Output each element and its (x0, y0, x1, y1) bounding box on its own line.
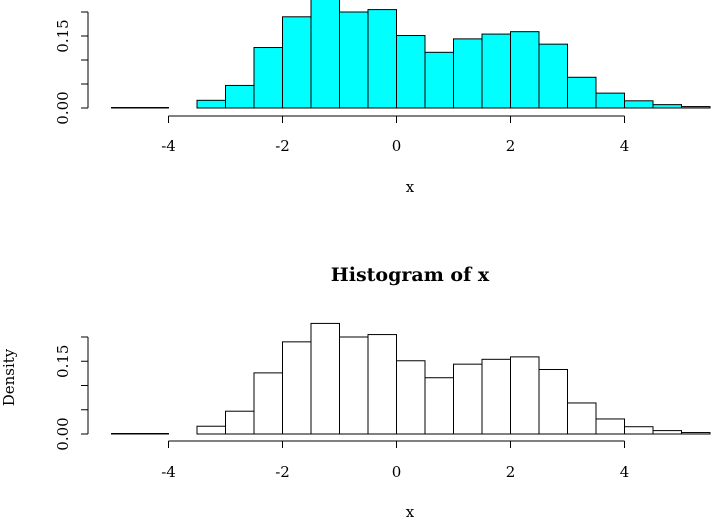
histogram-bar (681, 106, 711, 109)
y-tick-label: 0.00 (54, 417, 72, 450)
histogram-bar (424, 377, 454, 435)
x-tick-label: 0 (392, 137, 402, 155)
bottom-histogram-panel: -4 -2 0 2 4 0.00 0.15 x Density Histogram of x (0, 264, 711, 521)
histogram-bar (652, 430, 682, 435)
histogram-bar (624, 100, 654, 109)
x-tick-label: 4 (620, 463, 630, 481)
histogram-bar (225, 84, 255, 109)
histogram-bar (624, 426, 654, 435)
histogram-bar (595, 418, 625, 435)
x-tick-label: -4 (161, 463, 176, 481)
x-tick-label: -2 (275, 463, 290, 481)
histogram-bar (196, 425, 226, 435)
histogram-bar (310, 0, 340, 109)
histogram-bar (339, 11, 369, 109)
chart-title: Histogram of x (331, 264, 490, 286)
x-tick-label: 2 (506, 137, 516, 155)
histogram-bar (282, 341, 312, 435)
x-axis-title: x (406, 178, 415, 196)
histogram-bar (538, 43, 568, 109)
histogram-bar (367, 9, 397, 109)
histogram-bar (396, 35, 426, 109)
histogram-bar (510, 31, 540, 109)
histogram-bar (196, 99, 226, 109)
histogram-bar (367, 334, 397, 435)
histogram-bar (652, 104, 682, 109)
histogram-bar (453, 38, 483, 109)
histogram-bar (225, 410, 255, 435)
x-tick-label: 2 (506, 463, 516, 481)
top-histogram-panel: -4 -2 0 2 4 0.00 0.15 x (54, 0, 711, 196)
y-tick-label: 0.15 (54, 345, 72, 378)
histogram-bar (453, 363, 483, 435)
histogram-bar (396, 360, 426, 435)
histogram-bar (481, 33, 511, 109)
histogram-bar (567, 402, 597, 435)
histogram-bar (481, 358, 511, 435)
histogram-bar (282, 16, 312, 109)
histogram-bar (424, 51, 454, 109)
y-tick-label: 0.00 (54, 91, 72, 124)
histogram-bar (567, 76, 597, 109)
histogram-bar (253, 372, 283, 435)
y-axis-title: Density (0, 348, 18, 406)
histogram-bar (595, 92, 625, 109)
histogram-bar (339, 336, 369, 435)
histogram-bar (510, 356, 540, 435)
x-tick-label: -4 (161, 137, 176, 155)
x-tick-label: 4 (620, 137, 630, 155)
y-tick-label: 0.15 (54, 19, 72, 52)
histogram-bar (538, 368, 568, 435)
histogram-bar (681, 432, 711, 435)
histogram-bar (253, 47, 283, 109)
x-tick-label: 0 (392, 463, 402, 481)
x-axis-title: x (406, 503, 415, 521)
x-tick-label: -2 (275, 137, 290, 155)
histogram-bar (310, 322, 340, 435)
